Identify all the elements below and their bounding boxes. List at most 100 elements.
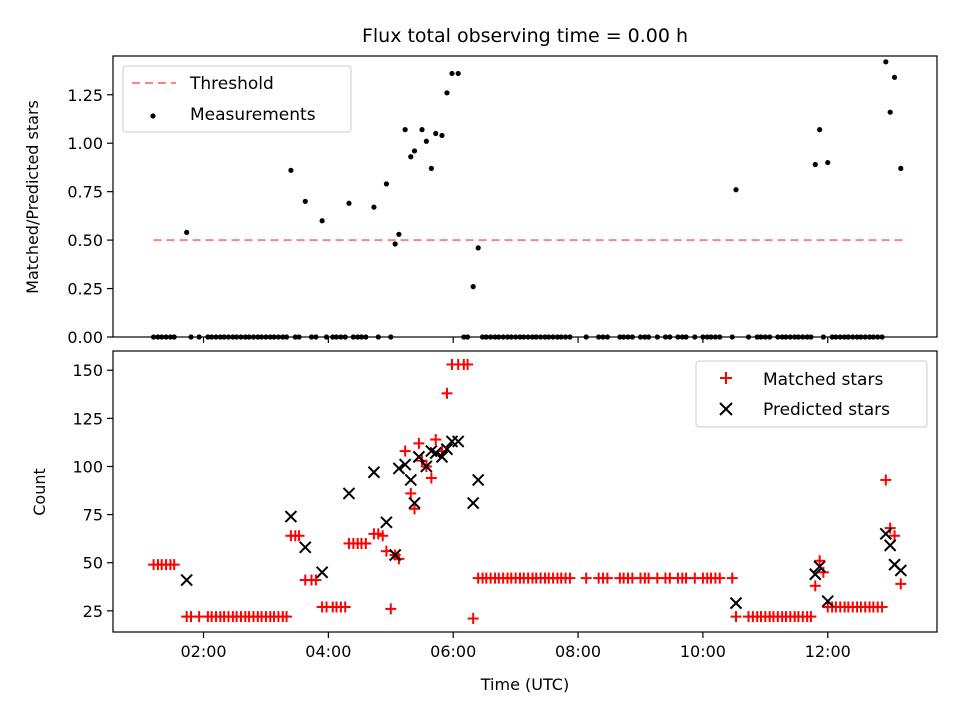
predicted-star-point xyxy=(821,594,834,608)
measurement-point xyxy=(371,204,377,210)
predicted-star-stroke xyxy=(420,460,433,473)
matched-star-point xyxy=(462,358,474,370)
top-axes: 0.00 0.25 0.50 0.75 1.00 1.25 xyxy=(67,86,829,347)
matched-star-point xyxy=(168,559,180,571)
measurement-point xyxy=(408,154,414,160)
measurement-point xyxy=(423,138,429,144)
matched-star-point xyxy=(339,601,351,613)
bottom-panel: Count Time (UTC) 25 50 75 100 125 150 02:00 04:… xyxy=(30,350,938,694)
top-y-tick-label: 0.75 xyxy=(67,183,103,202)
predicted-star-point xyxy=(883,539,897,552)
matched-star-point xyxy=(405,487,417,499)
bottom-y-tick-label: 25 xyxy=(83,602,103,621)
matched-star-point xyxy=(814,555,826,567)
bottom-x-tick-label: 02:00 xyxy=(180,642,226,661)
matched-star-point xyxy=(360,537,372,549)
predicted-star-stroke xyxy=(315,566,329,579)
predicted-star-point xyxy=(404,473,417,487)
measurement-point xyxy=(444,90,450,96)
predicted-star-point xyxy=(879,527,893,541)
legend-matched-label: Matched stars xyxy=(763,370,883,390)
bottom-y-tick-label: 50 xyxy=(83,554,103,573)
matched-star-point xyxy=(726,572,738,584)
bottom-x-tick-label: 12:00 xyxy=(805,642,851,661)
measurement-point xyxy=(288,167,294,173)
predicted-star-point xyxy=(299,541,312,554)
matched-star-point xyxy=(441,387,453,399)
predicted-star-stroke xyxy=(425,444,438,458)
predicted-star-stroke xyxy=(342,487,356,500)
matched-star-point xyxy=(413,437,425,449)
legend-threshold-label: Threshold xyxy=(189,74,274,94)
legend-measurements-label: Measurements xyxy=(190,105,316,125)
measurement-point xyxy=(346,200,352,206)
predicted-star-point xyxy=(388,548,402,562)
predicted-star-stroke xyxy=(888,558,901,571)
bottom-plot-frame xyxy=(112,350,938,633)
bottom-legend: Matched stars Predicted stars xyxy=(695,360,928,428)
predicted-star-point xyxy=(284,510,298,523)
matched-star-point xyxy=(467,613,479,625)
top-legend-box xyxy=(122,65,352,133)
measurement-point xyxy=(475,245,481,251)
predicted-star-point xyxy=(398,458,412,471)
measurement-point xyxy=(428,165,434,171)
measurement-point xyxy=(455,70,461,77)
matched-star-point xyxy=(281,611,293,623)
bottom-x-tick-label: 08:00 xyxy=(555,642,601,661)
top-y-tick-label: 0.25 xyxy=(67,280,103,299)
predicted-star-stroke xyxy=(398,458,412,471)
matched-star-point xyxy=(880,474,892,486)
legend-measurements-swatch xyxy=(150,113,156,119)
predicted-star-point xyxy=(342,487,356,500)
predicted-star-point xyxy=(412,450,426,464)
measurement-point xyxy=(733,187,739,193)
matched-star-point xyxy=(385,603,397,615)
predicted-star-point xyxy=(466,496,480,510)
predicted-star-point xyxy=(420,460,433,473)
predicted-star-stroke xyxy=(180,573,193,587)
bottom-legend-box xyxy=(695,360,928,428)
matched-star-point xyxy=(889,530,901,542)
measurement-point xyxy=(817,127,823,133)
top-y-tick-label: 0.00 xyxy=(67,328,103,347)
top-panel: Flux total observing time = 0.00 h Match… xyxy=(23,25,938,347)
predicted-star-point xyxy=(367,466,381,479)
measurement-point xyxy=(470,284,476,290)
measurement-point xyxy=(433,130,439,137)
predicted-star-stroke xyxy=(451,435,465,448)
measurement-point xyxy=(812,161,818,168)
predicted-star-point xyxy=(180,573,193,587)
predicted-star-stroke xyxy=(392,462,406,475)
matched-star-point xyxy=(714,572,726,584)
bottom-y-tick-label: 75 xyxy=(83,506,103,525)
predicted-star-point xyxy=(435,450,449,464)
predicted-star-point xyxy=(392,462,406,475)
predicted-star-point xyxy=(471,473,485,487)
matched-star-point xyxy=(730,611,742,623)
legend-matched-swatch xyxy=(720,372,732,384)
predicted-star-point xyxy=(429,446,442,460)
measurement-point xyxy=(439,132,445,139)
predicted-star-stroke xyxy=(809,568,822,581)
predicted-star-stroke xyxy=(404,473,417,487)
predicted-star-stroke xyxy=(466,496,480,510)
top-y-axis-label: Matched/Predicted stars xyxy=(23,100,42,294)
predicted-star-point xyxy=(813,560,826,573)
predicted-star-stroke xyxy=(471,473,485,487)
measurement-point xyxy=(898,165,904,171)
predicted-star-stroke xyxy=(821,594,834,608)
matched-star-point xyxy=(601,572,613,584)
bottom-y-axis-label: Count xyxy=(30,468,49,516)
predicted-star-stroke xyxy=(440,442,454,456)
measurement-point xyxy=(825,159,831,166)
measurement-point xyxy=(402,127,408,133)
top-chart-title: Flux total observing time = 0.00 h xyxy=(362,25,688,47)
matched-star-point xyxy=(564,572,576,584)
matched-star-point xyxy=(399,445,411,457)
predicted-star-stroke xyxy=(299,541,312,554)
matched-star-point xyxy=(817,566,829,578)
bottom-x-tick-label: 10:00 xyxy=(680,642,726,661)
measurement-point xyxy=(319,218,325,224)
